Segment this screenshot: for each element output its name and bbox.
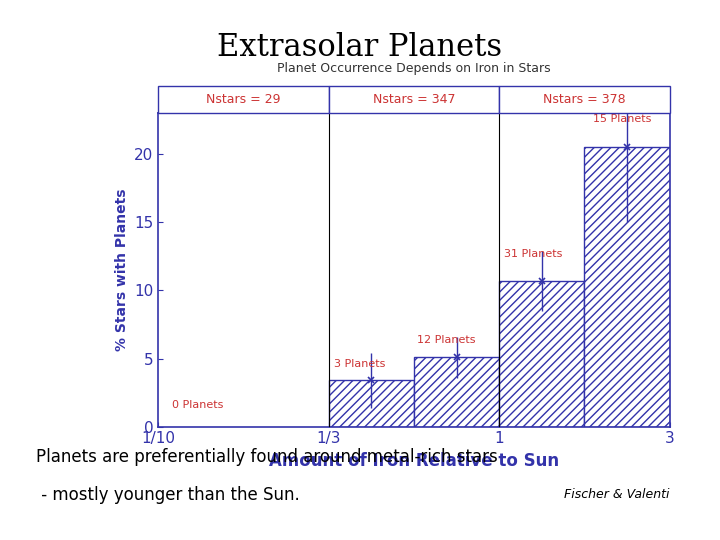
Text: 0 Planets: 0 Planets: [172, 400, 223, 410]
Text: Planet Occurrence Depends on Iron in Stars: Planet Occurrence Depends on Iron in Sta…: [277, 62, 551, 75]
Bar: [499, 86, 670, 113]
Text: Nstars = 29: Nstars = 29: [207, 93, 281, 106]
Text: 3 Planets: 3 Planets: [334, 360, 385, 369]
Text: 12 Planets: 12 Planets: [418, 335, 476, 345]
Bar: [499, 281, 585, 427]
Text: Nstars = 378: Nstars = 378: [543, 93, 626, 106]
Bar: [414, 357, 499, 427]
Bar: [158, 86, 329, 113]
Text: 31 Planets: 31 Planets: [504, 249, 563, 259]
Text: Fischer & Valenti: Fischer & Valenti: [564, 488, 670, 501]
X-axis label: Amount of Iron Relative to Sun: Amount of Iron Relative to Sun: [269, 452, 559, 470]
Bar: [329, 380, 414, 427]
Y-axis label: % Stars with Planets: % Stars with Planets: [114, 189, 129, 351]
Text: - mostly younger than the Sun.: - mostly younger than the Sun.: [36, 486, 300, 504]
Text: Extrasolar Planets: Extrasolar Planets: [217, 32, 503, 63]
Bar: [329, 86, 499, 113]
Bar: [585, 147, 670, 427]
Text: 15 Planets: 15 Planets: [593, 114, 652, 124]
Text: Nstars = 347: Nstars = 347: [373, 93, 455, 106]
Text: Planets are preferentially found around metal-rich stars: Planets are preferentially found around …: [36, 448, 498, 466]
